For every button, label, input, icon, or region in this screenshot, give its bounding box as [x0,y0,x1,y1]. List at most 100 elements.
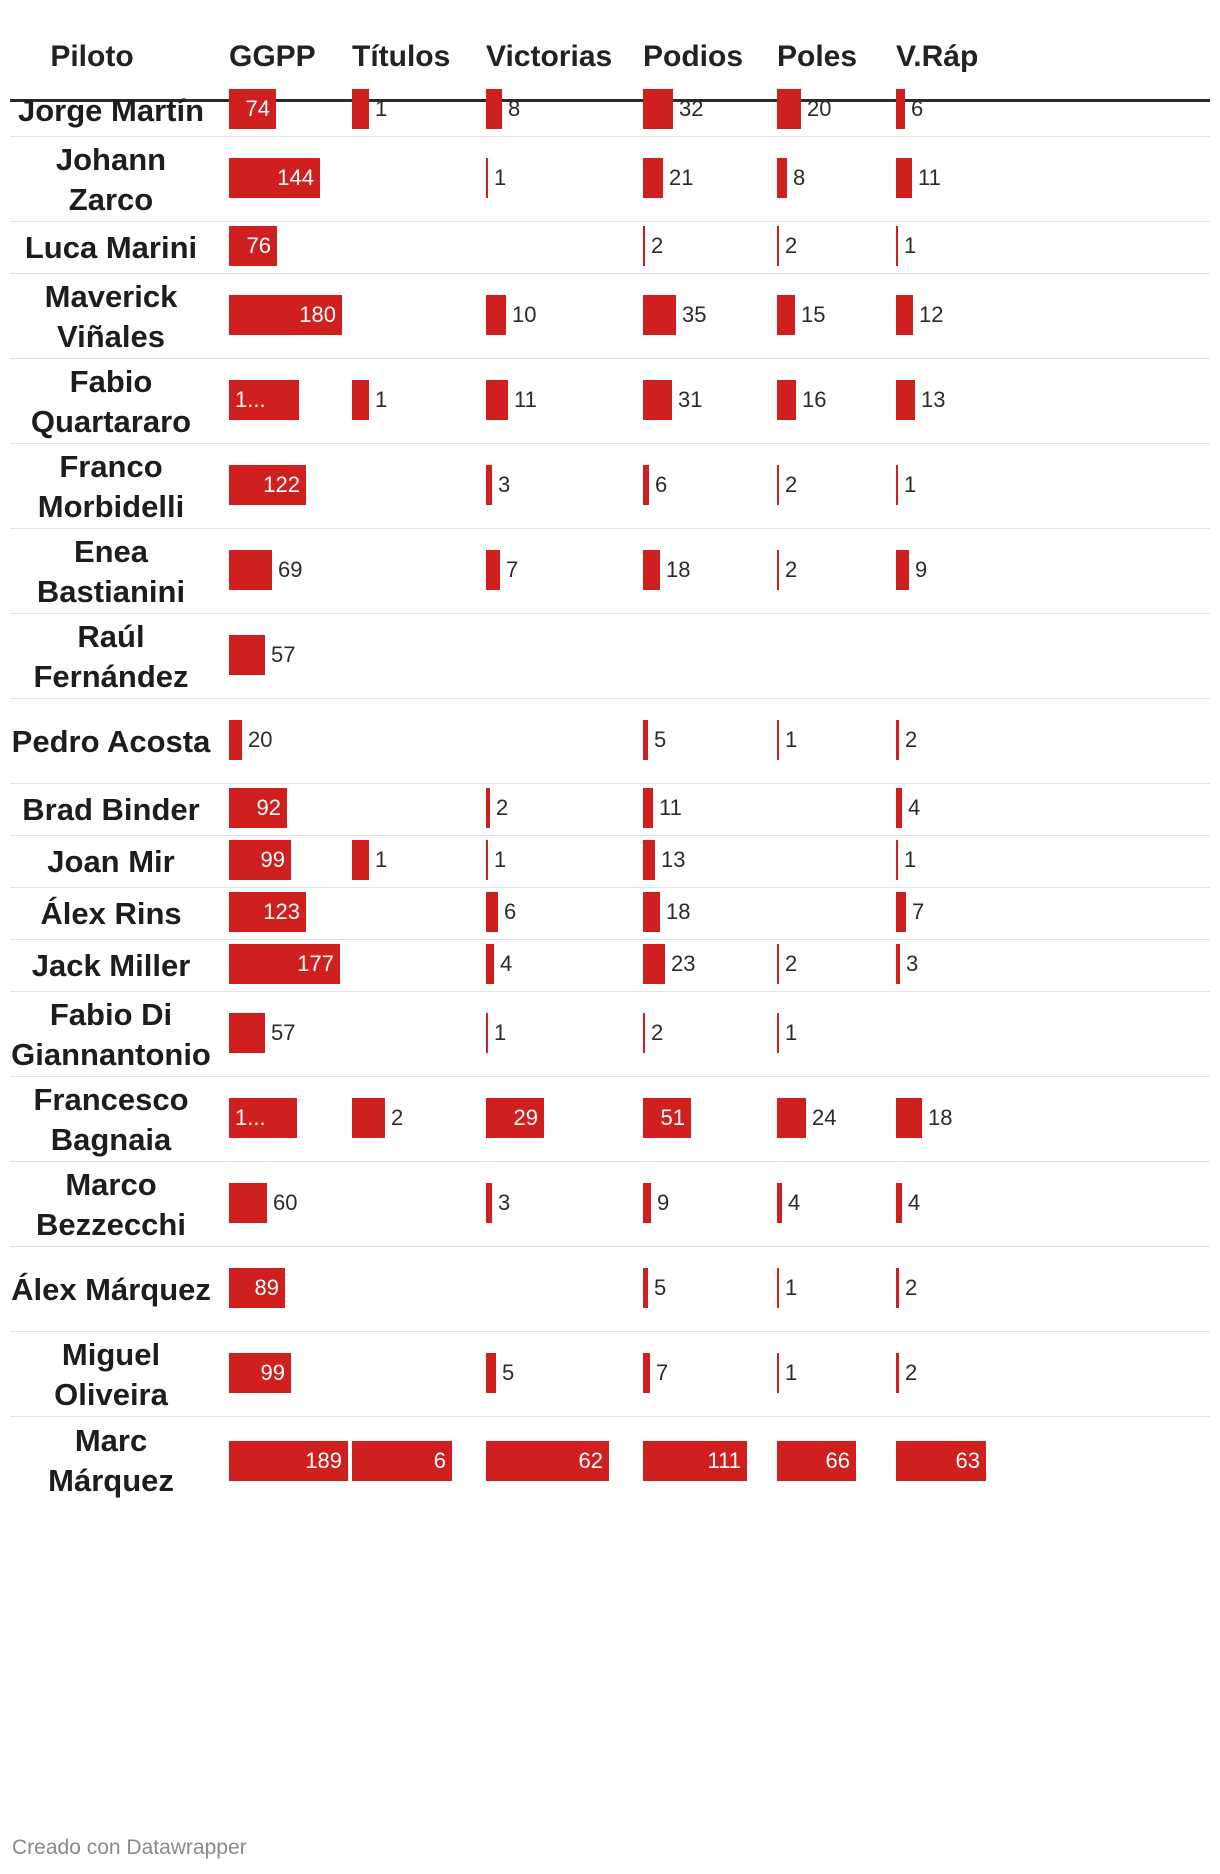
value-label-v-rap: 3 [906,951,919,976]
bar-podios [643,788,653,828]
bar-poles [777,89,801,129]
cell-v-rap: 9 [896,529,1016,614]
rider-name: Jorge Martín [17,93,205,128]
rider-name: Francesco Bagnaia [33,1081,189,1157]
bar-podios [643,1013,645,1053]
bar-v-rap [896,720,899,760]
bar-v-rap [896,1183,902,1223]
value-label-victorias: 8 [508,96,521,121]
cell-titulos: 2 [352,1077,472,1162]
bar-poles [777,295,795,335]
rider-name: Fabio Quartararo [30,363,192,439]
cell-victorias: 62 [486,1417,609,1505]
value-label-podios: 13 [661,847,686,872]
value-label-ggpp: 69 [278,557,303,582]
bar-victorias [486,1013,488,1053]
header-piloto: Piloto [50,40,134,73]
value-label-podios: 6 [655,472,668,497]
cell-poles: 2 [777,529,897,614]
value-label-v-rap: 13 [921,387,946,412]
bar-victorias [486,380,508,420]
cell-victorias: 3 [486,444,606,529]
row-divider [10,1416,1210,1417]
bar-victorias [486,1183,492,1223]
value-label-v-rap: 2 [905,1275,918,1300]
rider-name: Pedro Acosta [11,723,211,759]
bar-podios [643,1268,648,1308]
value-label-podios: 2 [651,1020,664,1045]
table-row: Maverick Viñales 180 10 35 15 12 [10,274,1210,359]
bar-victorias [486,1441,609,1481]
cell-poles: 15 [777,274,897,359]
bar-podios [643,295,676,335]
value-label-victorias: 29 [513,1105,538,1130]
cell-podios: 23 [643,940,763,992]
cell-poles: 1 [777,1247,897,1332]
bar-v-rap [896,550,909,590]
cell-v-rap: 4 [896,1162,1016,1247]
cell-v-rap: 11 [896,137,1016,222]
table-row: Franco Morbidelli 122 3 6 2 1 [10,444,1210,529]
value-label-victorias: 11 [514,387,537,412]
value-label-podios: 18 [666,899,691,924]
bar-poles [777,550,779,590]
rider-name: Jack Miller [31,948,191,983]
header-titulos: Títulos [352,40,451,73]
bar-victorias [486,295,506,335]
rider-name: Marco Bezzecchi [36,1166,186,1242]
value-label-poles: 2 [785,557,798,582]
value-label-victorias: 1 [494,847,507,872]
bar-ggpp [229,158,320,198]
bar-ggpp [229,788,287,828]
bar-victorias [486,892,498,932]
value-label-victorias: 1 [494,1020,507,1045]
row-divider [10,528,1210,529]
value-label-v-rap: 18 [928,1105,953,1130]
bar-podios [643,550,660,590]
value-label-titulos: 1 [375,847,388,872]
rider-name: Luca Marini [24,230,198,265]
cell-poles: 2 [777,940,897,992]
value-label-ggpp: 189 [305,1448,342,1473]
value-label-podios: 9 [657,1190,670,1215]
bar-podios [643,1441,747,1481]
cell-victorias: 1 [486,836,606,888]
table-row: Fabio Di Giannantonio 57 1 2 1 [10,992,1210,1077]
value-label-podios: 11 [659,795,682,820]
bar-poles [777,944,779,984]
cell-victorias: 1 [486,992,606,1077]
cell-titulos: 1 [352,359,472,444]
row-divider [10,991,1210,992]
rider-name: Maverick Viñales [44,278,178,354]
value-label-ggpp: 99 [260,847,285,872]
cell-v-rap: 13 [896,359,1016,444]
cell-poles: 1 [777,1332,897,1417]
cell-victorias: 8 [486,85,606,137]
cell-v-rap: 1 [896,444,1016,529]
row-divider [10,358,1210,359]
value-label-poles: 1 [785,1275,798,1300]
value-label-v-rap: 2 [905,727,918,752]
value-label-poles: 24 [812,1105,837,1130]
cell-podios: 6 [643,444,763,529]
cell-ggpp: 60 [229,1162,349,1247]
bar-podios [643,720,648,760]
value-label-victorias: 1 [494,165,507,190]
value-label-ggpp: 89 [254,1275,279,1300]
value-label-ggpp: 99 [260,1360,285,1385]
rider-name: Enea Bastianini [36,533,186,609]
bar-podios [643,944,665,984]
bar-titulos [352,380,369,420]
value-label-v-rap: 4 [908,1190,921,1215]
cell-poles: 66 [777,1417,897,1505]
value-label-poles: 2 [785,951,798,976]
cell-v-rap: 12 [896,274,1016,359]
bar-ggpp [229,635,265,675]
bar-podios [643,840,655,880]
footer-credit: Creado con Datawrapper [12,1836,247,1859]
value-label-titulos: 6 [433,1448,446,1473]
bar-v-rap [896,892,906,932]
table-row: Francesco Bagnaia 1... 2 29 51 24 18 [10,1077,1210,1162]
bar-poles [777,720,779,760]
cell-v-rap: 1 [896,836,1016,888]
